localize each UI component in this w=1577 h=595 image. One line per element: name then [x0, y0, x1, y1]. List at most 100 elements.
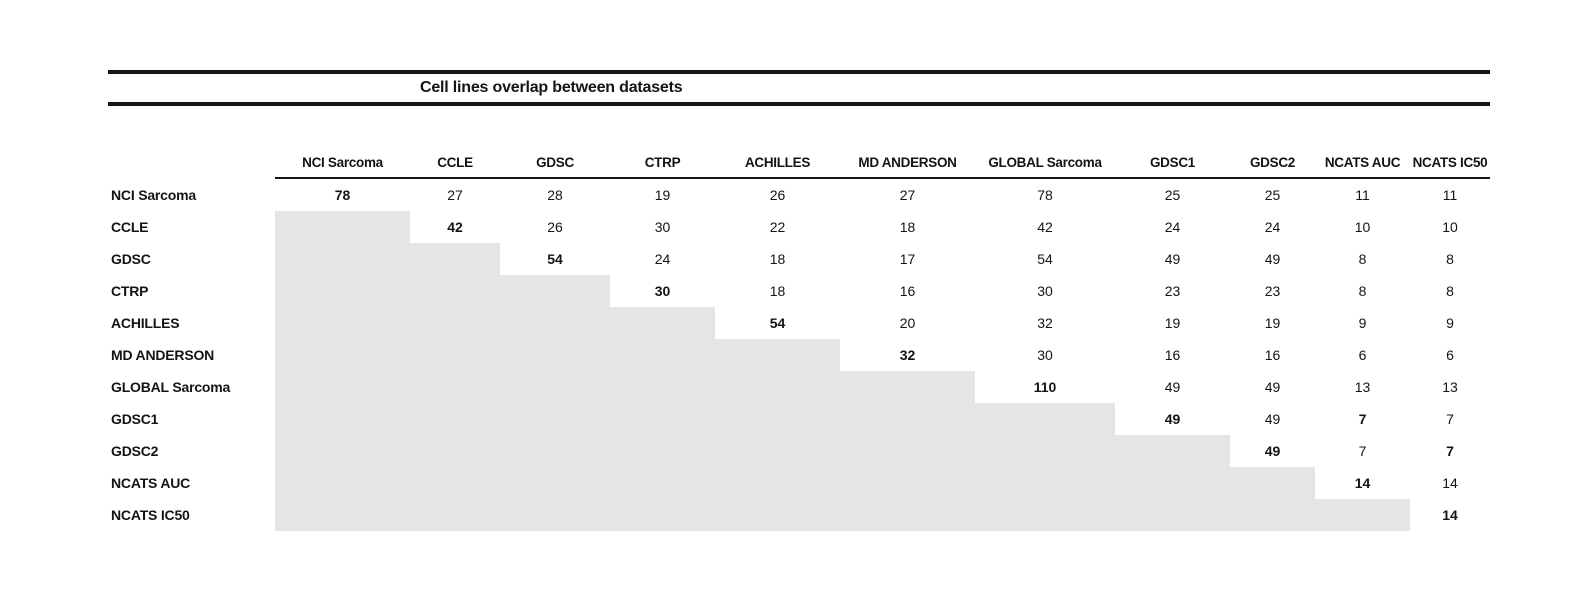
- matrix-cell: 42: [1037, 219, 1053, 235]
- matrix-cell: [500, 499, 610, 531]
- overlap-table: NCI Sarcoma CCLE GDSC CTRP ACHILLES MD ANDERS…: [108, 134, 1490, 531]
- matrix-cell: [715, 435, 840, 467]
- matrix-cell: 24: [1264, 219, 1281, 235]
- matrix-cell: 42: [447, 219, 463, 235]
- matrix-cell: 19: [654, 187, 671, 203]
- matrix-cell: 49: [1264, 443, 1281, 459]
- matrix-cell: 49: [1164, 251, 1181, 267]
- matrix-cell: 23: [1164, 283, 1181, 299]
- matrix-cell: 27: [899, 187, 916, 203]
- row-label: GDSC1: [111, 411, 159, 427]
- matrix-cell: [1230, 499, 1315, 531]
- matrix-cell: [975, 403, 1115, 435]
- matrix-cell: [840, 403, 975, 435]
- matrix-cell: 49: [1164, 411, 1181, 427]
- matrix-cell: 30: [1037, 347, 1053, 363]
- matrix-cell: 18: [769, 251, 786, 267]
- matrix-cell: [840, 499, 975, 531]
- table-row: GDSC2 49 7 7: [108, 435, 1490, 467]
- table-row: NCATS AUC 14 14: [108, 467, 1490, 499]
- matrix-cell: [410, 403, 500, 435]
- matrix-cell: [610, 371, 715, 403]
- column-header: MD ANDERSON: [840, 134, 975, 179]
- column-header: NCATS AUC: [1315, 134, 1410, 179]
- row-label: NCI Sarcoma: [111, 186, 196, 203]
- header-row: NCI Sarcoma CCLE GDSC CTRP ACHILLES MD ANDERS…: [108, 134, 1490, 179]
- title-band: Cell lines overlap between datasets: [108, 70, 1490, 106]
- matrix-cell: 10: [1442, 219, 1458, 235]
- table-row: MD ANDERSON 32 30 16 16 6 6: [108, 339, 1490, 371]
- table-row: CCLE 42 26 30 22 18 42 24 24 10 10: [108, 211, 1490, 243]
- matrix-cell: 7: [1358, 443, 1367, 459]
- row-label: GLOBAL Sarcoma: [111, 379, 231, 395]
- matrix-cell: [975, 467, 1115, 499]
- matrix-cell: [1230, 467, 1315, 499]
- matrix-cell: [500, 467, 610, 499]
- matrix-cell: 19: [1164, 315, 1181, 331]
- matrix-cell: [410, 243, 500, 275]
- matrix-cell: 16: [1164, 347, 1181, 363]
- matrix-cell: 14: [1442, 475, 1458, 491]
- table-row: GDSC 54 24 18 17 54 49 49 8 8: [108, 243, 1490, 275]
- matrix-cell: 24: [1164, 219, 1181, 235]
- column-header: ACHILLES: [715, 134, 840, 179]
- table-body: NCI Sarcoma 78 27 28 19 26 27 78 25 25 11 11 CCLE 42 2…: [108, 178, 1490, 531]
- table-row: GLOBAL Sarcoma 110 49 49 13 13: [108, 371, 1490, 403]
- matrix-cell: 28: [547, 187, 563, 203]
- matrix-cell: [715, 467, 840, 499]
- matrix-cell: 54: [547, 251, 563, 267]
- matrix-cell: [1115, 467, 1230, 499]
- matrix-cell: [275, 243, 410, 275]
- matrix-cell: [1115, 499, 1230, 531]
- matrix-cell: [275, 435, 410, 467]
- matrix-cell: 13: [1354, 379, 1371, 395]
- matrix-cell: [410, 275, 500, 307]
- matrix-cell: [275, 275, 410, 307]
- page-title: Cell lines overlap between datasets: [420, 79, 683, 96]
- matrix-cell: 78: [1037, 187, 1053, 203]
- table-row: GDSC1 49 49 7 7: [108, 403, 1490, 435]
- column-header: GDSC2: [1230, 134, 1315, 179]
- matrix-cell: [410, 499, 500, 531]
- matrix-cell: 27: [447, 187, 463, 203]
- matrix-cell: 25: [1264, 187, 1281, 203]
- matrix-cell: 30: [1037, 283, 1053, 299]
- matrix-cell: 110: [1033, 379, 1057, 395]
- table-row: CTRP 30 18 16 30 23 23 8 8: [108, 275, 1490, 307]
- matrix-cell: [275, 307, 410, 339]
- column-header: NCATS IC50: [1410, 134, 1490, 179]
- matrix-cell: 7: [1446, 411, 1454, 427]
- matrix-cell: 23: [1264, 283, 1281, 299]
- column-header: CTRP: [610, 134, 715, 179]
- matrix-cell: 24: [654, 251, 671, 267]
- matrix-cell: [410, 467, 500, 499]
- matrix-cell: [840, 435, 975, 467]
- row-label: ACHILLES: [111, 315, 180, 331]
- column-header: GDSC1: [1115, 134, 1230, 179]
- matrix-cell: [840, 371, 975, 403]
- matrix-cell: 54: [769, 315, 786, 331]
- matrix-cell: 8: [1358, 251, 1367, 267]
- matrix-cell: [610, 499, 715, 531]
- matrix-cell: 49: [1264, 411, 1281, 427]
- matrix-cell: 25: [1164, 187, 1181, 203]
- matrix-cell: [715, 499, 840, 531]
- matrix-cell: 32: [899, 347, 916, 363]
- matrix-cell: [500, 371, 610, 403]
- matrix-cell: 7: [1358, 411, 1367, 427]
- matrix-cell: 26: [769, 187, 786, 203]
- matrix-cell: 16: [899, 283, 916, 299]
- matrix-cell: 18: [899, 219, 916, 235]
- matrix-cell: [500, 435, 610, 467]
- matrix-cell: [715, 403, 840, 435]
- matrix-cell: 16: [1264, 347, 1281, 363]
- matrix-cell: 8: [1358, 283, 1367, 299]
- row-label: NCATS IC50: [111, 507, 190, 523]
- row-label: GDSC: [111, 251, 151, 267]
- table-row: ACHILLES 54 20 32 19 19 9 9: [108, 307, 1490, 339]
- matrix-cell: 22: [769, 219, 786, 235]
- matrix-cell: [840, 467, 975, 499]
- matrix-cell: [275, 467, 410, 499]
- column-header: GDSC: [500, 134, 610, 179]
- matrix-cell: 32: [1037, 315, 1053, 331]
